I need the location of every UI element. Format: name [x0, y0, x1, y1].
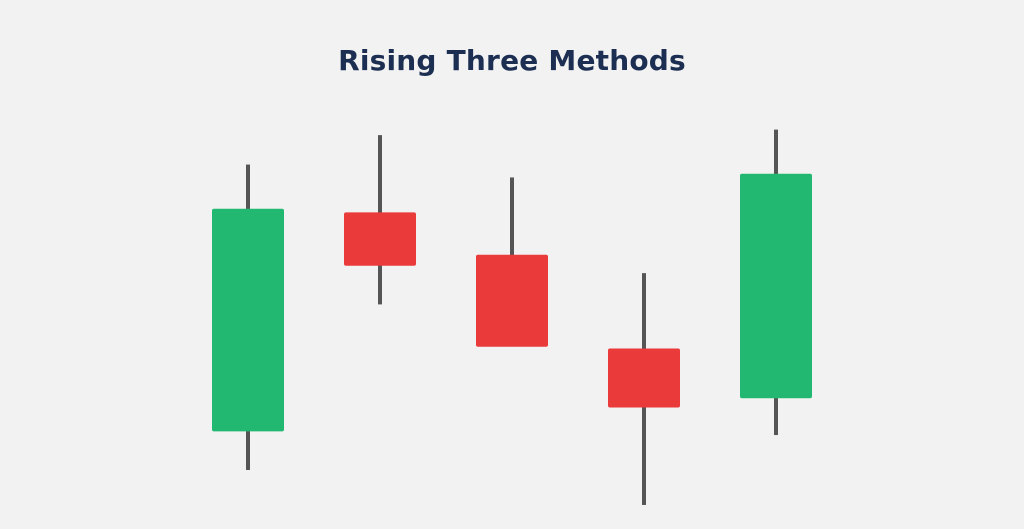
candle-body [212, 208, 284, 432]
candle-3-bearish [476, 177, 548, 347]
candle-1-bullish [212, 164, 284, 470]
candle-body [476, 254, 548, 347]
candle-2-bearish [344, 135, 416, 305]
chart-title: Rising Three Methods [338, 44, 686, 77]
candle-5-bullish [740, 129, 812, 436]
candle-body [344, 212, 416, 266]
candle-4-bearish [608, 273, 680, 505]
candle-body [740, 173, 812, 399]
candle-body [608, 348, 680, 408]
